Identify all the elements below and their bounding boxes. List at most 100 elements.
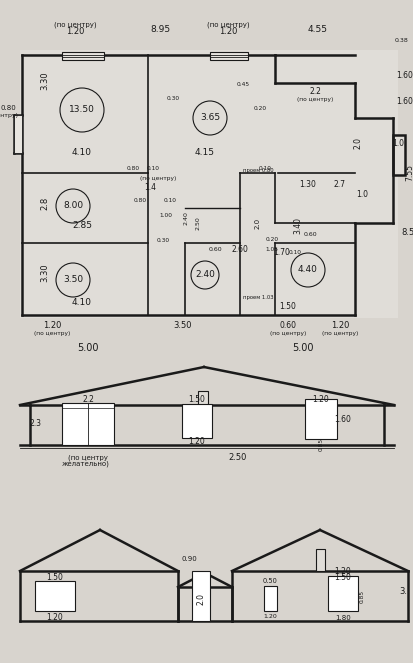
Bar [182,404,211,438]
Text: 0.45: 0.45 [236,82,249,88]
Text: 1.20: 1.20 [66,27,84,36]
Text: 0.38: 0.38 [394,38,408,44]
Text: центру): центру) [0,113,18,117]
Text: 2.2: 2.2 [309,86,320,95]
Text: 1.20: 1.20 [43,322,61,330]
Bar [315,549,324,571]
Text: 1.50: 1.50 [334,572,351,581]
Text: 4.55: 4.55 [307,25,327,34]
Text: (по центру): (по центру) [140,176,176,182]
Text: 0.20: 0.20 [253,105,266,111]
Text: 2.2: 2.2 [82,396,94,404]
Text: 0.80: 0.80 [133,198,146,204]
Text: 5.00: 5.00 [77,343,99,353]
Text: 1.00: 1.00 [159,213,172,219]
Text: 3.30: 3.30 [40,264,50,282]
Text: 1.20: 1.20 [334,566,351,575]
Text: 3.30: 3.30 [40,72,50,90]
Bar [35,581,75,611]
Text: 2.3: 2.3 [30,420,42,428]
Text: 4.10: 4.10 [72,149,92,158]
Text: 1.20: 1.20 [330,322,348,330]
Text: 1.20: 1.20 [47,613,63,621]
Text: 1.80: 1.80 [334,615,350,621]
Text: 3.65: 3.65 [199,113,220,123]
Text: 1.20: 1.20 [218,27,237,36]
Text: 2.0: 2.0 [353,137,362,149]
Bar [304,399,336,439]
Text: 2.0: 2.0 [254,217,260,229]
Text: (по центру): (по центру) [206,22,249,29]
Text: 1.20: 1.20 [188,438,205,446]
Text: 0.60: 0.60 [302,233,316,237]
Text: 1.60: 1.60 [396,70,413,80]
Text: 2.0: 2.0 [196,593,205,605]
Text: 1.20: 1.20 [263,615,277,619]
Text: 2.50: 2.50 [228,453,247,463]
Text: 0.10: 0.10 [288,251,301,255]
Text: 4.15: 4.15 [195,149,214,158]
Text: 0.85: 0.85 [318,438,323,451]
Text: 0.10: 0.10 [163,198,176,204]
Text: 0.20: 0.20 [265,237,278,243]
Text: 7.55: 7.55 [404,164,413,182]
Text: 8.95: 8.95 [150,25,170,34]
Text: (по центру): (по центру) [269,332,306,337]
Bar [197,391,207,405]
Text: 0.10: 0.10 [258,166,271,172]
Text: 1.50: 1.50 [46,572,63,581]
Text: 2.60: 2.60 [231,245,248,255]
Text: 0.30: 0.30 [156,239,169,243]
Text: 1.0: 1.0 [391,139,403,147]
Text: 1.60: 1.60 [396,97,413,105]
Text: проем 1.03: проем 1.03 [242,296,273,300]
Text: 1.50: 1.50 [279,302,296,312]
Bar [62,403,114,445]
Text: 4.40: 4.40 [297,265,317,274]
Text: 2.7: 2.7 [333,180,345,190]
Text: 3.40: 3.40 [293,217,302,235]
Bar [62,52,104,60]
Text: 0.30: 0.30 [166,95,179,101]
Text: 3.50: 3.50 [63,276,83,284]
Text: проем 0.80: проем 0.80 [242,168,273,174]
Text: (по центру): (по центру) [321,332,357,337]
Text: 0.80: 0.80 [0,105,16,111]
Bar [392,135,404,175]
Bar [192,571,209,621]
Text: 1.30: 1.30 [299,180,316,190]
Text: 1.0: 1.0 [355,190,367,200]
Text: 1.70: 1.70 [273,249,290,257]
Text: (по центру): (по центру) [54,22,96,29]
Text: 13.50: 13.50 [69,105,95,115]
Text: 0.85: 0.85 [358,589,363,603]
Text: 3.: 3. [398,587,406,595]
Text: 2.50: 2.50 [195,216,200,230]
Text: 3.50: 3.50 [173,322,192,330]
Bar [209,52,247,60]
Text: (по центру): (по центру) [296,97,332,101]
Text: 1.60: 1.60 [334,416,351,424]
Text: 5.00: 5.00 [292,343,313,353]
Text: 0.80: 0.80 [126,166,139,172]
Text: 0.90: 0.90 [181,556,197,562]
Text: 1.50: 1.50 [188,396,205,404]
Bar [327,576,357,611]
Text: 2.40: 2.40 [183,211,188,225]
Text: 2.40: 2.40 [195,271,214,280]
Bar [20,50,397,318]
Text: (по центру: (по центру [68,455,108,461]
Text: 0.60: 0.60 [279,322,296,330]
Text: 1.05: 1.05 [265,247,278,253]
Text: 8.5: 8.5 [401,229,413,237]
Bar [14,115,22,153]
Text: 0.50: 0.50 [262,578,277,584]
Text: 0.60: 0.60 [208,247,221,253]
Text: 8.00: 8.00 [63,202,83,210]
Text: желательно): желательно) [62,461,110,467]
Text: 4.10: 4.10 [72,298,92,308]
Text: 1.4: 1.4 [144,184,156,192]
Text: 2.85: 2.85 [72,221,92,231]
Text: (по центру): (по центру) [34,332,70,337]
Text: 2.8: 2.8 [40,196,50,210]
